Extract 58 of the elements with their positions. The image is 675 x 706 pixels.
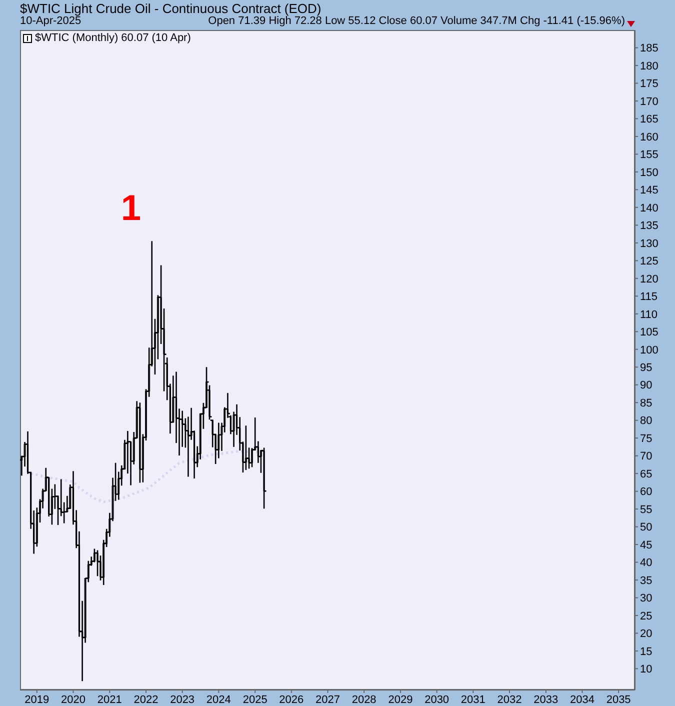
y-tick-label: 125 [640,256,658,268]
y-tick-label: 95 [640,362,652,374]
x-tick-label: 2023 [170,694,195,706]
y-tick-label: 45 [640,539,652,552]
y-tick-label: 150 [640,166,658,179]
chart-title: $WTIC Light Crude Oil - Continuous Contract (EOD) [20,1,322,16]
y-tick-label: 40 [640,557,652,570]
y-tick-label: 140 [640,202,658,214]
annotation: 1 [121,187,142,228]
text: Open 71.39 High 72.28 Low 55.12 Close 60.07 Volume 347.7M Chg -11.41 (-15.96%) [208,15,625,27]
chart-subtitle: 10-Apr-2025 [20,15,82,27]
x-tick-label: 2019 [24,694,50,706]
y-tick-label: 100 [640,344,658,356]
x-tick-label: 2024 [206,694,231,706]
legend-label: $WTIC (Monthly) 60.07 (10 Apr) [35,32,191,44]
y-tick-label: 175 [640,78,658,90]
x-tick-label: 2030 [424,694,450,706]
x-tick-label: 2033 [534,694,558,706]
y-tick-label: 15 [640,646,652,658]
y-tick-label: 85 [640,397,652,410]
y-tick-label: 10 [640,664,652,676]
y-tick-label: 160 [640,131,658,144]
y-tick-label: 35 [640,574,652,587]
y-tick-label: 75 [640,432,652,445]
y-tick-label: 130 [640,238,658,250]
y-tick-label: 25 [640,610,652,622]
y-tick-label: 180 [640,60,658,72]
x-tick-label: 2028 [352,694,376,706]
x-tick-label: 2020 [61,694,86,706]
y-tick-label: 80 [640,415,652,428]
y-tick-label: 55 [640,504,652,516]
y-tick-label: 20 [640,628,652,640]
x-tick-label: 2032 [497,694,522,706]
y-tick-label: 70 [640,450,652,463]
x-tick-label: 2027 [316,694,340,706]
x-tick-label: 2034 [570,694,594,706]
y-tick-label: 155 [640,149,658,162]
y-tick-label: 65 [640,468,652,480]
y-tick-label: 170 [640,96,658,108]
y-tick-label: 185 [640,42,658,55]
x-tick-label: 2022 [134,694,158,706]
y-tick-label: 110 [640,308,658,321]
y-tick-label: 135 [640,220,658,232]
x-tick-label: 2026 [279,694,304,706]
x-tick-label: 2025 [242,694,268,706]
y-tick-label: 165 [640,114,658,126]
y-tick-label: 90 [640,380,652,392]
x-tick-label: 2021 [97,694,122,706]
x-tick-label: 2035 [606,694,631,706]
y-tick-label: 105 [640,326,658,339]
y-tick-label: 50 [640,522,652,534]
y-tick-label: 30 [640,592,652,605]
y-tick-label: 145 [640,184,658,197]
y-tick-label: 115 [640,291,658,304]
x-tick-label: 2031 [460,694,486,706]
x-tick-label: 2029 [388,694,413,706]
y-tick-label: 120 [640,273,658,286]
y-tick-label: 60 [640,486,652,498]
